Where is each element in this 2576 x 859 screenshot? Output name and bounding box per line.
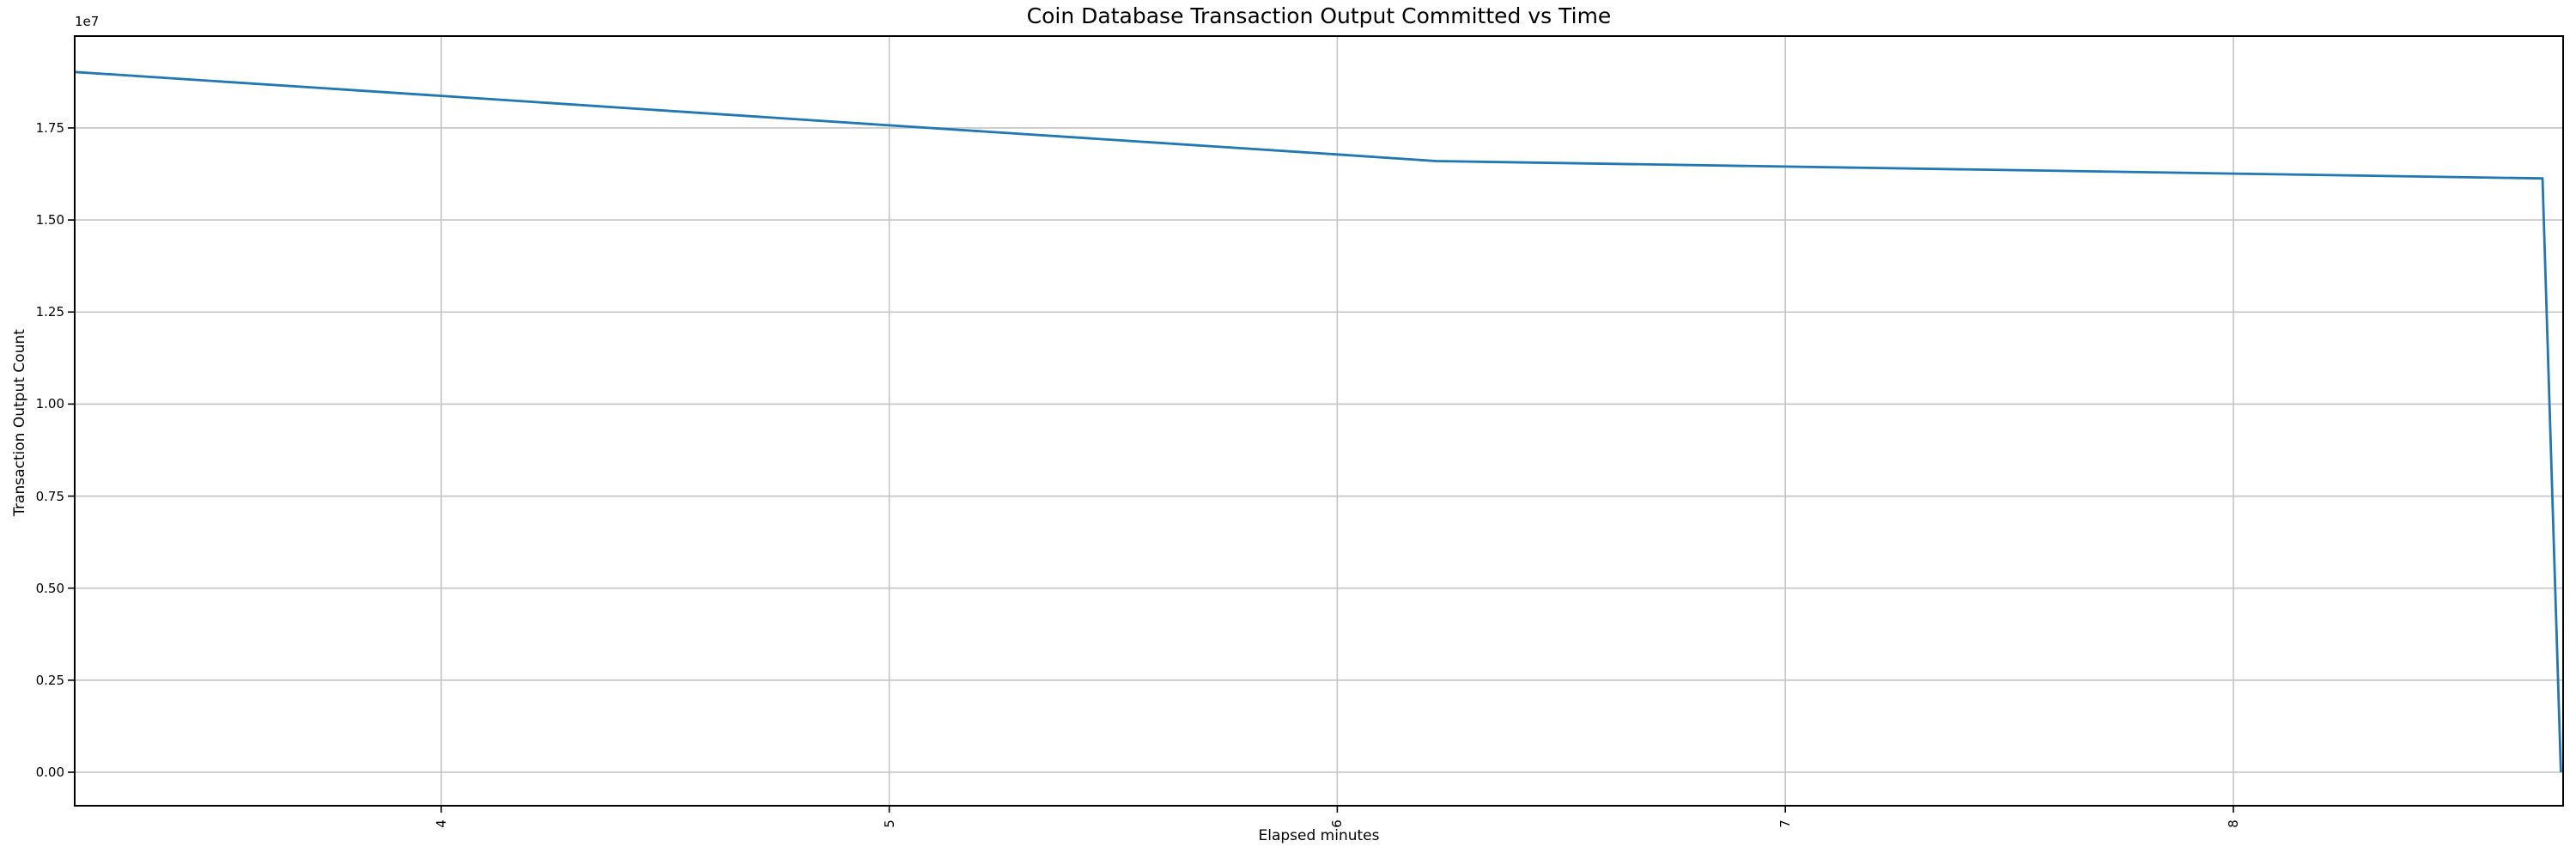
y-tick-label: 0.25 <box>35 672 64 688</box>
y-tick-label: 0.50 <box>35 580 64 596</box>
axes-frame <box>74 35 2564 807</box>
x-tick-label: 4 <box>433 819 449 828</box>
x-tick-label: 8 <box>2225 819 2241 828</box>
x-tick-label: 5 <box>881 819 897 828</box>
gridlines <box>75 36 2563 806</box>
plot-border <box>74 35 2564 807</box>
y-tick-label: 0.00 <box>35 764 64 780</box>
y-tick-label: 1.75 <box>35 119 64 136</box>
x-tick-label: 7 <box>1777 819 1794 828</box>
x-tick-label: 6 <box>1329 819 1346 828</box>
y-tick-label: 0.75 <box>35 488 64 504</box>
y-tick-label: 1.50 <box>35 212 64 228</box>
chart-title: Coin Database Transaction Output Committ… <box>1026 3 1612 28</box>
x-axis-label: Elapsed minutes <box>1258 827 1380 844</box>
y-tick-label: 1.25 <box>35 304 64 320</box>
axis-ticks <box>68 127 2234 813</box>
line-series-transaction-output-count <box>74 70 2562 773</box>
data-line <box>74 70 2562 773</box>
y-tick-label: 1.00 <box>35 396 64 412</box>
y-axis-offset-text: 1e7 <box>75 14 100 29</box>
